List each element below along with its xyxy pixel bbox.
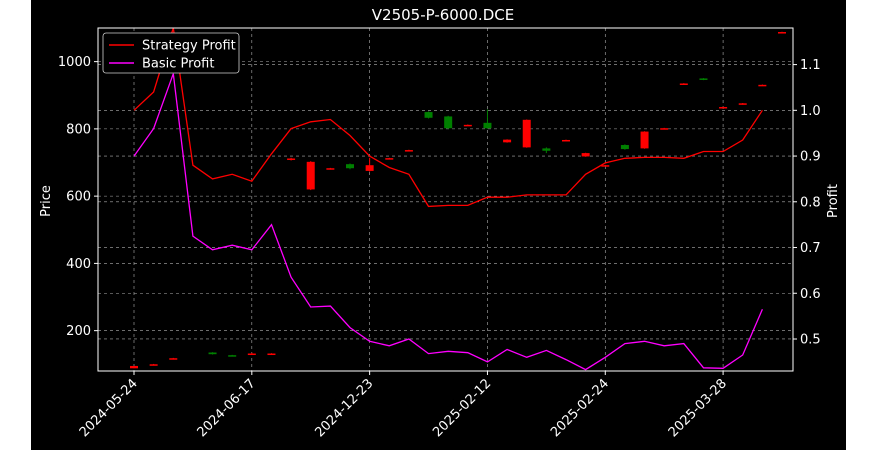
y-tick-label-left: 600 — [66, 190, 91, 205]
x-tick-label: 2024-12-23 — [312, 376, 376, 440]
candle-body — [719, 107, 728, 109]
y-tick-label-right: 0.6 — [800, 287, 821, 302]
x-tick-label: 2024-05-24 — [77, 376, 141, 440]
x-tick-label: 2024-06-17 — [195, 376, 259, 440]
candle-body — [404, 150, 413, 152]
candle-body — [679, 83, 688, 85]
candle-body — [463, 124, 472, 127]
candle-body — [503, 139, 512, 143]
y-tick-label-right: 0.7 — [800, 241, 821, 256]
candle-body — [346, 164, 354, 169]
series-line — [133, 27, 763, 208]
x-tick-label: 2025-03-28 — [666, 376, 730, 440]
left-axis: 200 400 600 800 1000 — [58, 55, 98, 339]
candle-body — [581, 153, 590, 157]
x-tick-label: 2025-02-24 — [548, 376, 612, 440]
y-tick-label-left: 400 — [66, 257, 91, 272]
candle-body — [738, 103, 747, 105]
candle-body — [424, 112, 433, 118]
candle-body — [778, 32, 786, 34]
candle-body — [444, 116, 453, 129]
legend: Strategy Profit Basic Profit — [102, 32, 240, 74]
candle-body — [267, 353, 276, 356]
candle-body — [385, 158, 394, 160]
candle-body — [169, 358, 178, 360]
legend-box — [102, 32, 240, 74]
candle-body — [699, 78, 708, 80]
y-axis-label-left: Price — [39, 185, 54, 217]
candle-body — [660, 128, 669, 130]
candle-body — [287, 158, 296, 160]
chart-figure: V2505-P-6000.DCE 200 400 600 800 1000 0.5 0.6… — [31, 0, 846, 450]
x-tick-label: 2025-02-12 — [430, 376, 494, 440]
x-axis: 2024-05-24 2024-06-17 2024-12-23 2025-02-12… — [77, 371, 730, 440]
y-tick-label-right: 0.8 — [800, 195, 821, 210]
candlesticks — [130, 31, 786, 369]
candle-body — [483, 122, 492, 129]
y-tick-label-left: 200 — [66, 324, 91, 339]
candle-body — [522, 119, 531, 148]
legend-label: Strategy Profit — [142, 39, 236, 54]
candle-body — [149, 364, 158, 366]
candle-body — [542, 148, 551, 151]
candle-body — [562, 139, 570, 142]
candle-body — [640, 131, 649, 149]
profit-lines — [133, 27, 763, 371]
candle-body — [228, 355, 237, 357]
y-tick-label-right: 0.5 — [800, 332, 821, 347]
legend-label: Basic Profit — [142, 57, 214, 72]
plot-frame — [97, 27, 794, 372]
candle-body — [326, 168, 335, 170]
y-axis-label-right: Profit — [826, 184, 841, 218]
candle-body — [130, 365, 138, 369]
y-tick-label-right: 1.1 — [800, 58, 821, 73]
y-tick-label-left: 800 — [66, 122, 91, 137]
grid — [98, 28, 793, 371]
y-tick-label-right: 1.0 — [800, 104, 821, 119]
candle-body — [208, 352, 217, 355]
candle-body — [758, 84, 767, 87]
chart-title: V2505-P-6000.DCE — [372, 6, 514, 24]
candle-body — [365, 165, 374, 171]
right-axis: 0.5 0.6 0.7 0.8 0.9 1.0 1.1 — [793, 58, 821, 347]
candle-body — [247, 353, 256, 356]
candle-body — [620, 145, 629, 150]
chart-canvas: V2505-P-6000.DCE 200 400 600 800 1000 0.5 0.6… — [39, 6, 841, 440]
series-line — [133, 73, 763, 371]
y-tick-label-right: 0.9 — [800, 150, 821, 165]
y-tick-label-left: 1000 — [58, 55, 91, 70]
candle-body — [601, 165, 610, 167]
candle-body — [306, 161, 315, 190]
